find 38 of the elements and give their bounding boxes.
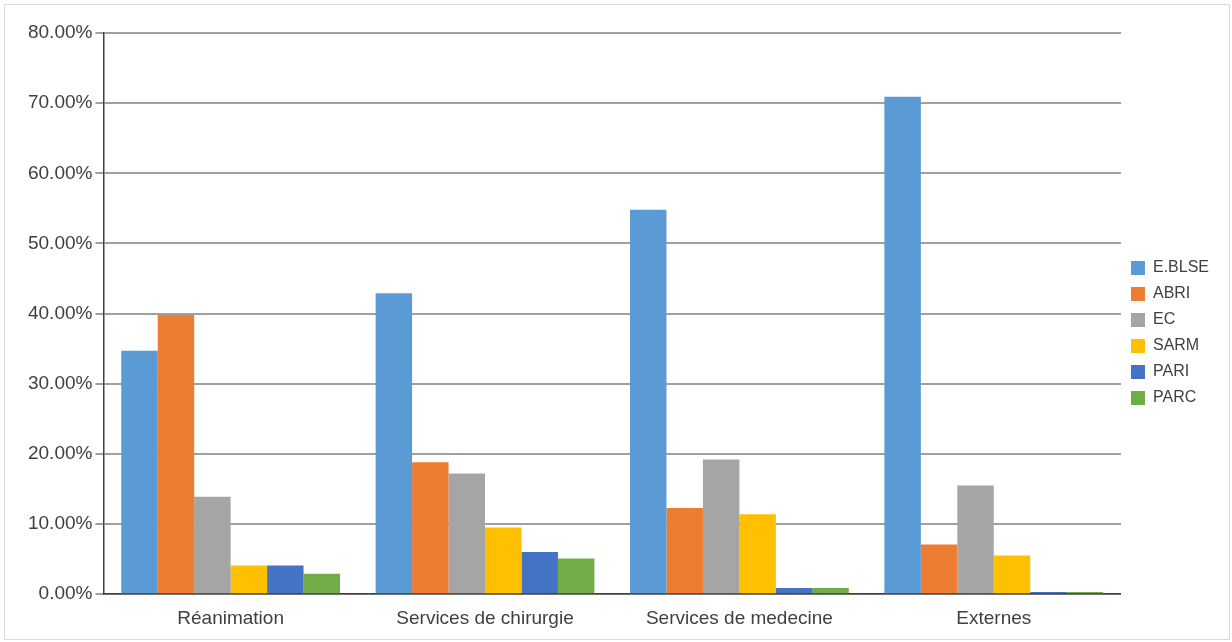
y-tick-label: 50.00% [27, 231, 93, 253]
y-tick-label: 60.00% [27, 161, 93, 183]
x-tick-label: Services de chirurgie [396, 606, 574, 628]
y-tick-label: 70.00% [27, 91, 93, 113]
bar [557, 558, 595, 594]
x-tick-label: Services de medecine [645, 606, 833, 628]
y-tick-label: 80.00% [27, 21, 93, 43]
y-tick-label: 20.00% [27, 442, 93, 464]
bar [157, 315, 195, 594]
bar [121, 350, 158, 594]
y-tick-label: 40.00% [27, 301, 93, 323]
bar [267, 565, 304, 594]
legend-label: PARI [1152, 362, 1190, 380]
bar [993, 555, 1031, 594]
bar [666, 507, 703, 594]
bar [630, 209, 667, 594]
bar [702, 459, 740, 594]
bar [230, 565, 268, 594]
x-tick-label: Externes [956, 606, 1032, 628]
legend-label: SARM [1152, 336, 1200, 354]
legend-label: E.BLSE [1152, 258, 1209, 276]
bar [521, 552, 558, 594]
y-tick-label: 10.00% [27, 512, 93, 534]
bar [775, 587, 813, 594]
bar [739, 514, 776, 594]
legend-label: EC [1152, 310, 1176, 328]
bar [812, 587, 849, 594]
legend-label: ABRI [1152, 284, 1191, 302]
bar [412, 462, 449, 594]
bar [485, 527, 522, 594]
y-tick-label: 30.00% [27, 371, 93, 393]
bar [920, 544, 958, 594]
y-tick-label: 0.00% [38, 582, 93, 604]
legend-label: PARC [1152, 388, 1197, 406]
bar [303, 573, 341, 594]
x-tick-label: Réanimation [177, 606, 284, 628]
bar [884, 96, 921, 594]
bar [375, 293, 413, 594]
